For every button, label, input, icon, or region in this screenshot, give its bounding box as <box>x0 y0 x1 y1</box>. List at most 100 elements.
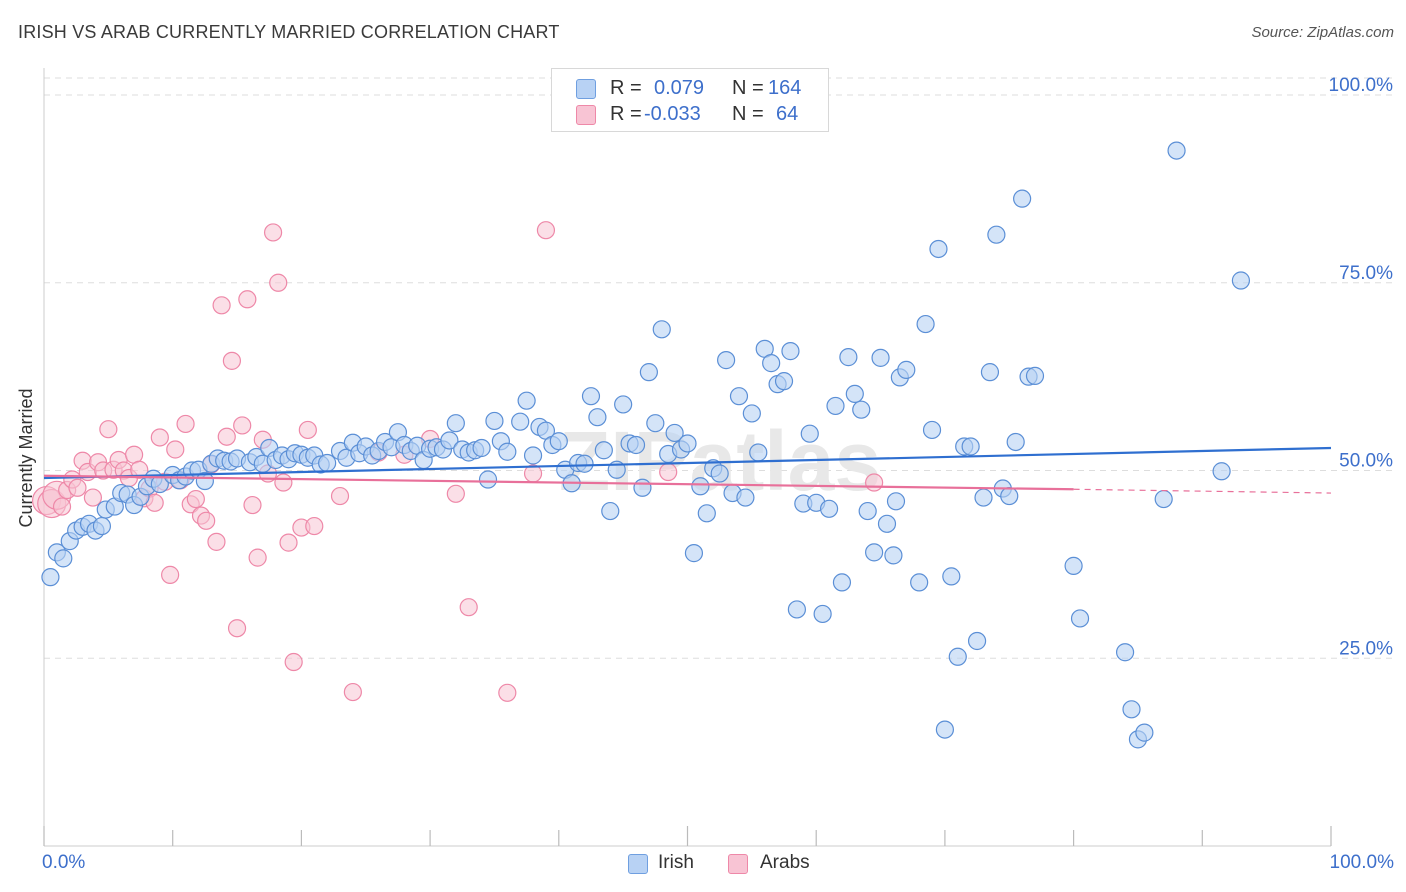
arab-point <box>305 516 324 536</box>
chart-source: Source: ZipAtlas.com <box>1251 24 1394 41</box>
irish-point <box>1212 462 1231 481</box>
irish-point <box>916 314 935 334</box>
irish-point <box>852 400 871 419</box>
irish-points <box>41 141 1251 749</box>
arab-point <box>99 420 118 439</box>
irish-point <box>633 478 652 497</box>
arab-point <box>124 445 144 464</box>
arab-trend-line <box>43 474 1074 491</box>
arab-point <box>176 414 195 434</box>
r-label: R = <box>610 77 642 99</box>
grid-lines <box>44 77 1392 659</box>
arab-legend-swatch <box>728 854 748 874</box>
irish-point <box>800 424 819 443</box>
irish-point <box>929 239 948 259</box>
arab-point <box>227 619 247 638</box>
arab-point <box>186 489 205 509</box>
arab-point <box>279 533 298 552</box>
irish-point <box>858 501 877 521</box>
arab-point <box>343 682 362 702</box>
arab-point <box>659 462 678 482</box>
irish-point <box>678 434 697 453</box>
irish-point <box>877 514 897 533</box>
irish-point <box>1167 141 1186 160</box>
correlation-legend: R = 0.079 N = 164 R = -0.033 N = 64 <box>551 68 829 132</box>
irish-trend-line <box>43 446 1332 480</box>
arab-point <box>238 290 257 309</box>
y-tick-label: 100.0% <box>1329 75 1394 96</box>
irish-point <box>787 600 806 619</box>
arab-point <box>248 548 267 567</box>
arab-point <box>52 497 72 516</box>
irish-point <box>967 631 987 651</box>
irish-point <box>897 360 916 379</box>
x-tick-max: 100.0% <box>1329 852 1394 873</box>
irish-point <box>729 387 749 406</box>
x-tick-min: 0.0% <box>42 852 86 873</box>
irish-point <box>588 408 607 427</box>
irish-point <box>910 573 929 592</box>
arab-point <box>68 478 87 497</box>
irish-point <box>1025 366 1045 385</box>
irish-point <box>736 488 755 507</box>
arab-point <box>212 296 231 315</box>
n-label: N = <box>732 103 764 125</box>
irish-point <box>1231 271 1251 290</box>
y-tick-label: 50.0% <box>1339 451 1393 472</box>
irish-point <box>922 420 942 440</box>
arab-point <box>217 427 236 446</box>
irish-point <box>884 546 903 565</box>
irish-point <box>886 492 906 511</box>
irish-point <box>774 372 794 391</box>
irish-point <box>974 488 993 507</box>
irish-point <box>639 363 658 382</box>
irish-point <box>1064 556 1083 575</box>
irish-point <box>1000 486 1019 506</box>
irish-point <box>813 604 832 624</box>
watermark: ZIPatlas <box>559 414 881 508</box>
irish-point <box>845 384 864 404</box>
arab-swatch <box>576 105 596 125</box>
irish-legend-swatch <box>628 854 648 874</box>
n-label: N = <box>732 77 764 99</box>
irish-point <box>92 516 112 536</box>
irish-point <box>665 423 684 443</box>
irish-point <box>1013 189 1032 208</box>
legend-row-arabs: R = -0.033 N = 64 <box>552 101 828 129</box>
irish-point <box>581 387 601 406</box>
irish-point <box>697 504 716 523</box>
r-label: R = <box>610 103 642 125</box>
irish-point <box>318 453 337 473</box>
r-value: 0.079 <box>654 77 705 99</box>
arab-point <box>233 416 252 435</box>
irish-point <box>948 647 967 666</box>
arab-point <box>446 484 465 503</box>
n-value: 64 <box>776 103 799 125</box>
irish-point <box>41 568 60 587</box>
axes <box>43 68 1332 847</box>
irish-point <box>511 412 530 431</box>
arab-point <box>498 683 517 702</box>
arab-point <box>536 221 556 240</box>
r-value: -0.033 <box>644 103 701 125</box>
arab-point <box>263 223 283 242</box>
arab-trend-extension <box>1073 488 1332 494</box>
irish-point <box>440 431 459 450</box>
irish-point <box>472 438 491 458</box>
irish-point <box>942 567 961 586</box>
arab-point <box>284 652 303 672</box>
irish-point <box>478 470 498 489</box>
arab-point <box>83 488 103 507</box>
arab-point <box>166 440 185 459</box>
arab-point <box>197 511 216 530</box>
irish-point <box>762 354 781 373</box>
irish-point <box>1070 609 1090 628</box>
irish-point <box>549 432 568 451</box>
irish-point <box>614 395 633 414</box>
irish-point <box>749 443 768 462</box>
irish-point <box>626 435 646 455</box>
irish-point <box>485 411 504 431</box>
irish-point <box>717 351 736 370</box>
irish-point <box>575 454 594 473</box>
